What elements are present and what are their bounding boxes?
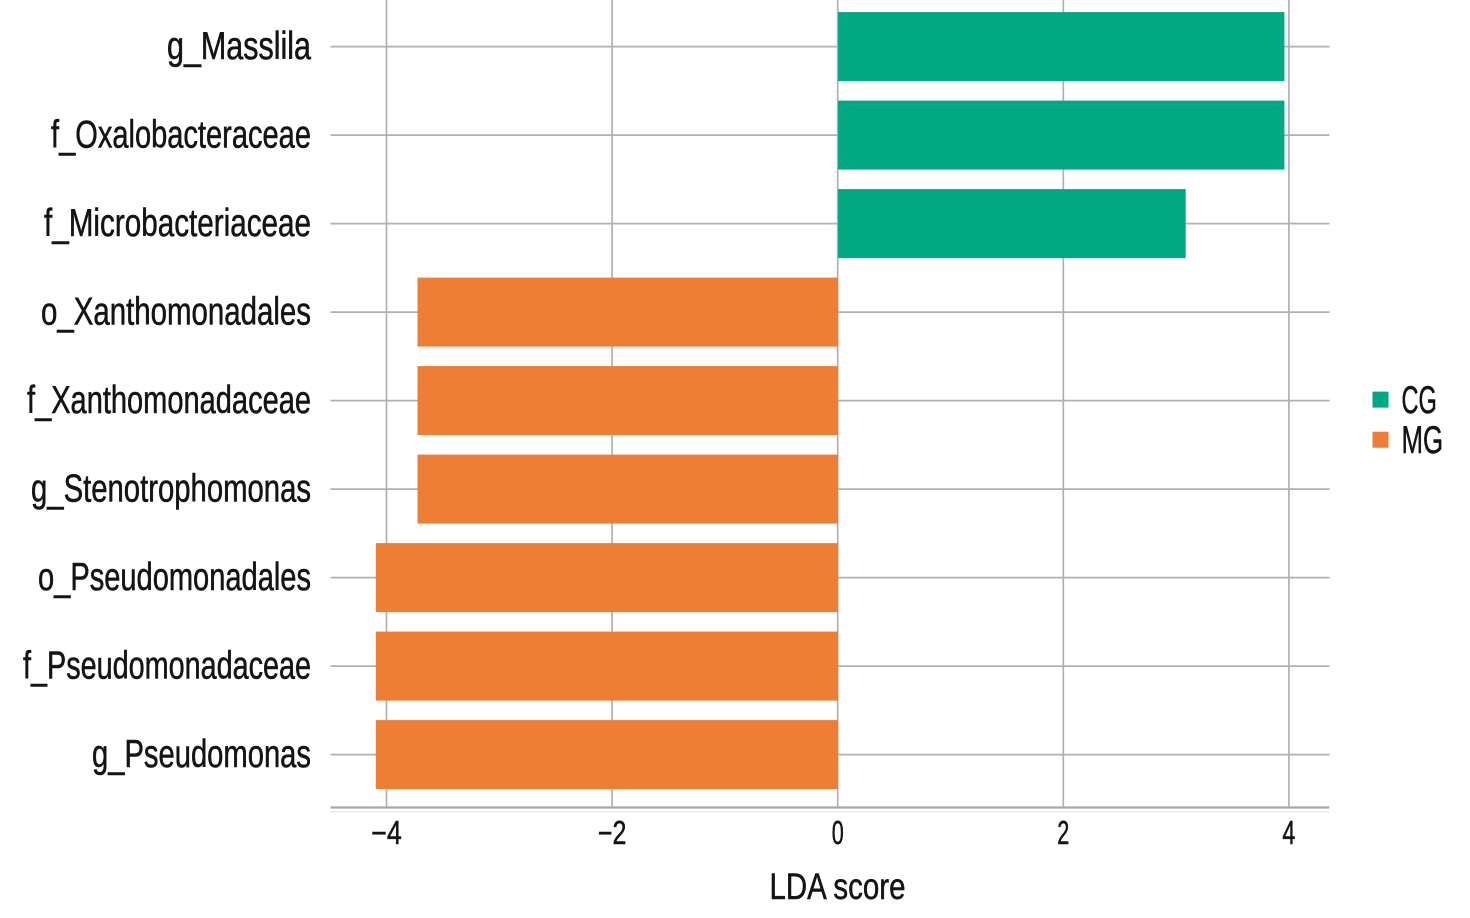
svg-text:MG: MG <box>1402 419 1444 462</box>
svg-text:g_Masslila: g_Masslila <box>167 25 311 68</box>
svg-text:g_Pseudomonas: g_Pseudomonas <box>92 733 311 776</box>
svg-text:f_Microbacteriaceae: f_Microbacteriaceae <box>44 202 311 245</box>
svg-text:o_Pseudomonadales: o_Pseudomonadales <box>38 556 311 599</box>
svg-text:2: 2 <box>1057 814 1069 851</box>
svg-text:0: 0 <box>832 814 844 851</box>
svg-text:f_Xanthomonadaceae: f_Xanthomonadaceae <box>27 379 311 422</box>
svg-text:o_Xanthomonadales: o_Xanthomonadales <box>41 291 311 334</box>
svg-text:CG: CG <box>1402 379 1437 422</box>
svg-text:LDA score: LDA score <box>770 865 906 907</box>
svg-text:g_Stenotrophomonas: g_Stenotrophomonas <box>31 468 311 511</box>
svg-text:f_Pseudomonadaceae: f_Pseudomonadaceae <box>23 645 311 688</box>
svg-text:f_Oxalobacteraceae: f_Oxalobacteraceae <box>51 114 311 157</box>
svg-text:−4: −4 <box>371 814 402 851</box>
svg-text:4: 4 <box>1282 814 1295 851</box>
svg-text:−2: −2 <box>598 814 627 851</box>
